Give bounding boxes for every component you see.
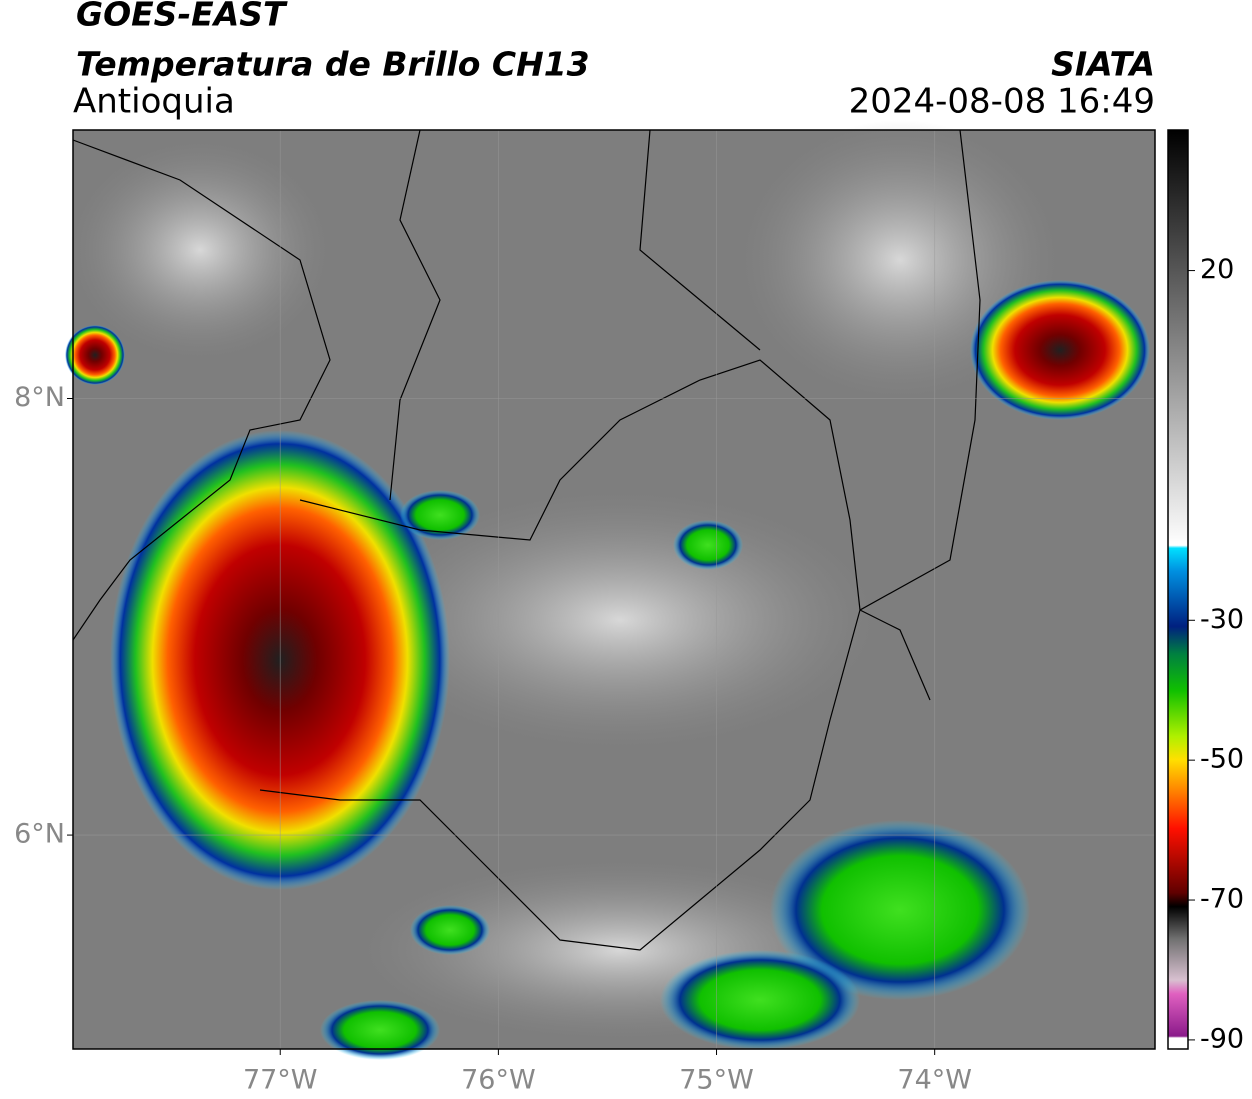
colorbar-tick-label: -50 [1200,744,1244,775]
cloud-cold [660,950,860,1050]
cloud-cold [400,490,480,540]
x-tick-label: 77°W [243,1065,318,1096]
source: SIATA [1051,45,1155,84]
colorbar [1167,129,1189,1050]
cloud-cold [770,820,1030,1000]
storm [970,280,1150,420]
cloud-cold [673,520,743,570]
map-image [65,120,1155,1060]
region: Antioquia [73,82,235,122]
subtitle: Temperatura de Brillo CH13 [76,45,590,84]
y-tick-label: 6°N [14,819,65,850]
map-frame [72,129,1156,1050]
x-tick-label: 74°W [897,1065,972,1096]
grid [73,130,1155,1049]
x-tick-label: 75°W [679,1065,754,1096]
colorbar-tick-label: -30 [1200,604,1244,635]
storm [65,325,125,385]
colorbar-tick-label: 20 [1200,254,1234,285]
datetime: 2024-08-08 16:49 [849,82,1155,122]
y-tick-label: 8°N [14,382,65,413]
colorbar-tick-label: -90 [1200,1023,1244,1054]
cloud-cold [320,1000,440,1060]
x-tick-label: 76°W [461,1065,536,1096]
title: GOES-EAST [76,0,288,34]
colorbar-tick-label: -70 [1200,884,1244,915]
cloud [360,490,880,750]
borders [72,129,981,951]
cloud-cold [410,905,490,955]
cloud [70,140,330,360]
